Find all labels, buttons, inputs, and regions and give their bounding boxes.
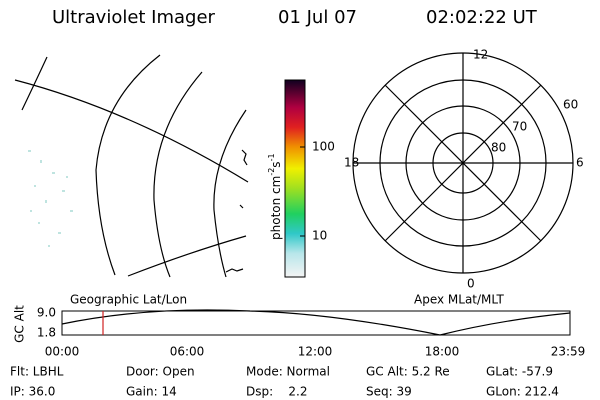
- aurora-speckle: [28, 150, 73, 247]
- lat-label: 80: [491, 141, 506, 155]
- info-field: GLat: -57.9: [486, 365, 553, 379]
- colorbar-scale: [284, 79, 306, 278]
- title: Ultraviolet Imager: [52, 7, 216, 28]
- time: 02:02:22 UT: [426, 7, 538, 28]
- info-field: GC Alt: 5.2 Re: [366, 365, 450, 379]
- timeline: Geographic Lat/Lon Apex MLat/MLT GC Alt …: [13, 293, 586, 359]
- map: [14, 54, 249, 278]
- info-field: Mode: Normal: [246, 365, 330, 379]
- lat-label: 70: [512, 120, 527, 134]
- map-grid: [213, 109, 247, 278]
- info-field: IP: 36.0: [10, 385, 55, 399]
- y-tick-label: 1.8: [37, 326, 56, 340]
- timeline-box: [61, 310, 571, 336]
- info-field: GLon: 212.4: [486, 385, 559, 399]
- info-field: Seq: 39: [366, 385, 412, 399]
- lat-label: 60: [563, 98, 578, 112]
- x-tick-label: 12:00: [298, 345, 333, 359]
- map-grid: [127, 235, 247, 277]
- exponent: -2: [267, 168, 276, 176]
- unit: photon cm: [269, 176, 283, 240]
- altitude-curve: [61, 309, 571, 336]
- x-tick-label: 18:00: [425, 345, 460, 359]
- x-tick-label: 06:00: [170, 345, 205, 359]
- map-grid: [153, 71, 203, 278]
- y-axis-label: GC Alt: [13, 305, 27, 343]
- coastline: [225, 149, 248, 273]
- unit: s: [269, 161, 283, 167]
- polar-plot: 12 6 18 0 60 70 80: [344, 48, 584, 291]
- map-grid: [95, 54, 161, 276]
- info-field: Door: Open: [126, 365, 195, 379]
- x-tick-label: 23:59: [551, 345, 586, 359]
- info-field: Dsp: 2.2: [246, 385, 308, 399]
- timeline-label: Apex MLat/MLT: [414, 293, 504, 307]
- y-tick-label: 9.0: [37, 306, 56, 320]
- x-tick-label: 00:00: [45, 345, 80, 359]
- polar-spoke: [384, 84, 542, 242]
- mlt-label: 6: [576, 156, 584, 170]
- colorbar-tick-label: 100: [312, 140, 335, 154]
- mlt-label: 0: [467, 277, 475, 291]
- colorbar: 100 10 photon cm-2s-1: [267, 79, 335, 278]
- mlt-label: 18: [344, 156, 359, 170]
- mlt-label: 12: [473, 48, 488, 62]
- map-grid: [14, 79, 249, 183]
- timeline-label: Geographic Lat/Lon: [70, 293, 187, 307]
- info-field: Gain: 14: [126, 385, 177, 399]
- date: 01 Jul 07: [278, 7, 357, 28]
- exponent: -1: [267, 153, 276, 161]
- colorbar-tick-label: 10: [312, 229, 327, 243]
- map-grid: [21, 56, 48, 111]
- colorbar-label: photon cm-2s-1: [267, 153, 283, 240]
- info-panel: Flt: LBHL Door: Open Mode: Normal GC Alt: 5…: [10, 365, 559, 399]
- info-field: Flt: LBHL: [10, 365, 64, 379]
